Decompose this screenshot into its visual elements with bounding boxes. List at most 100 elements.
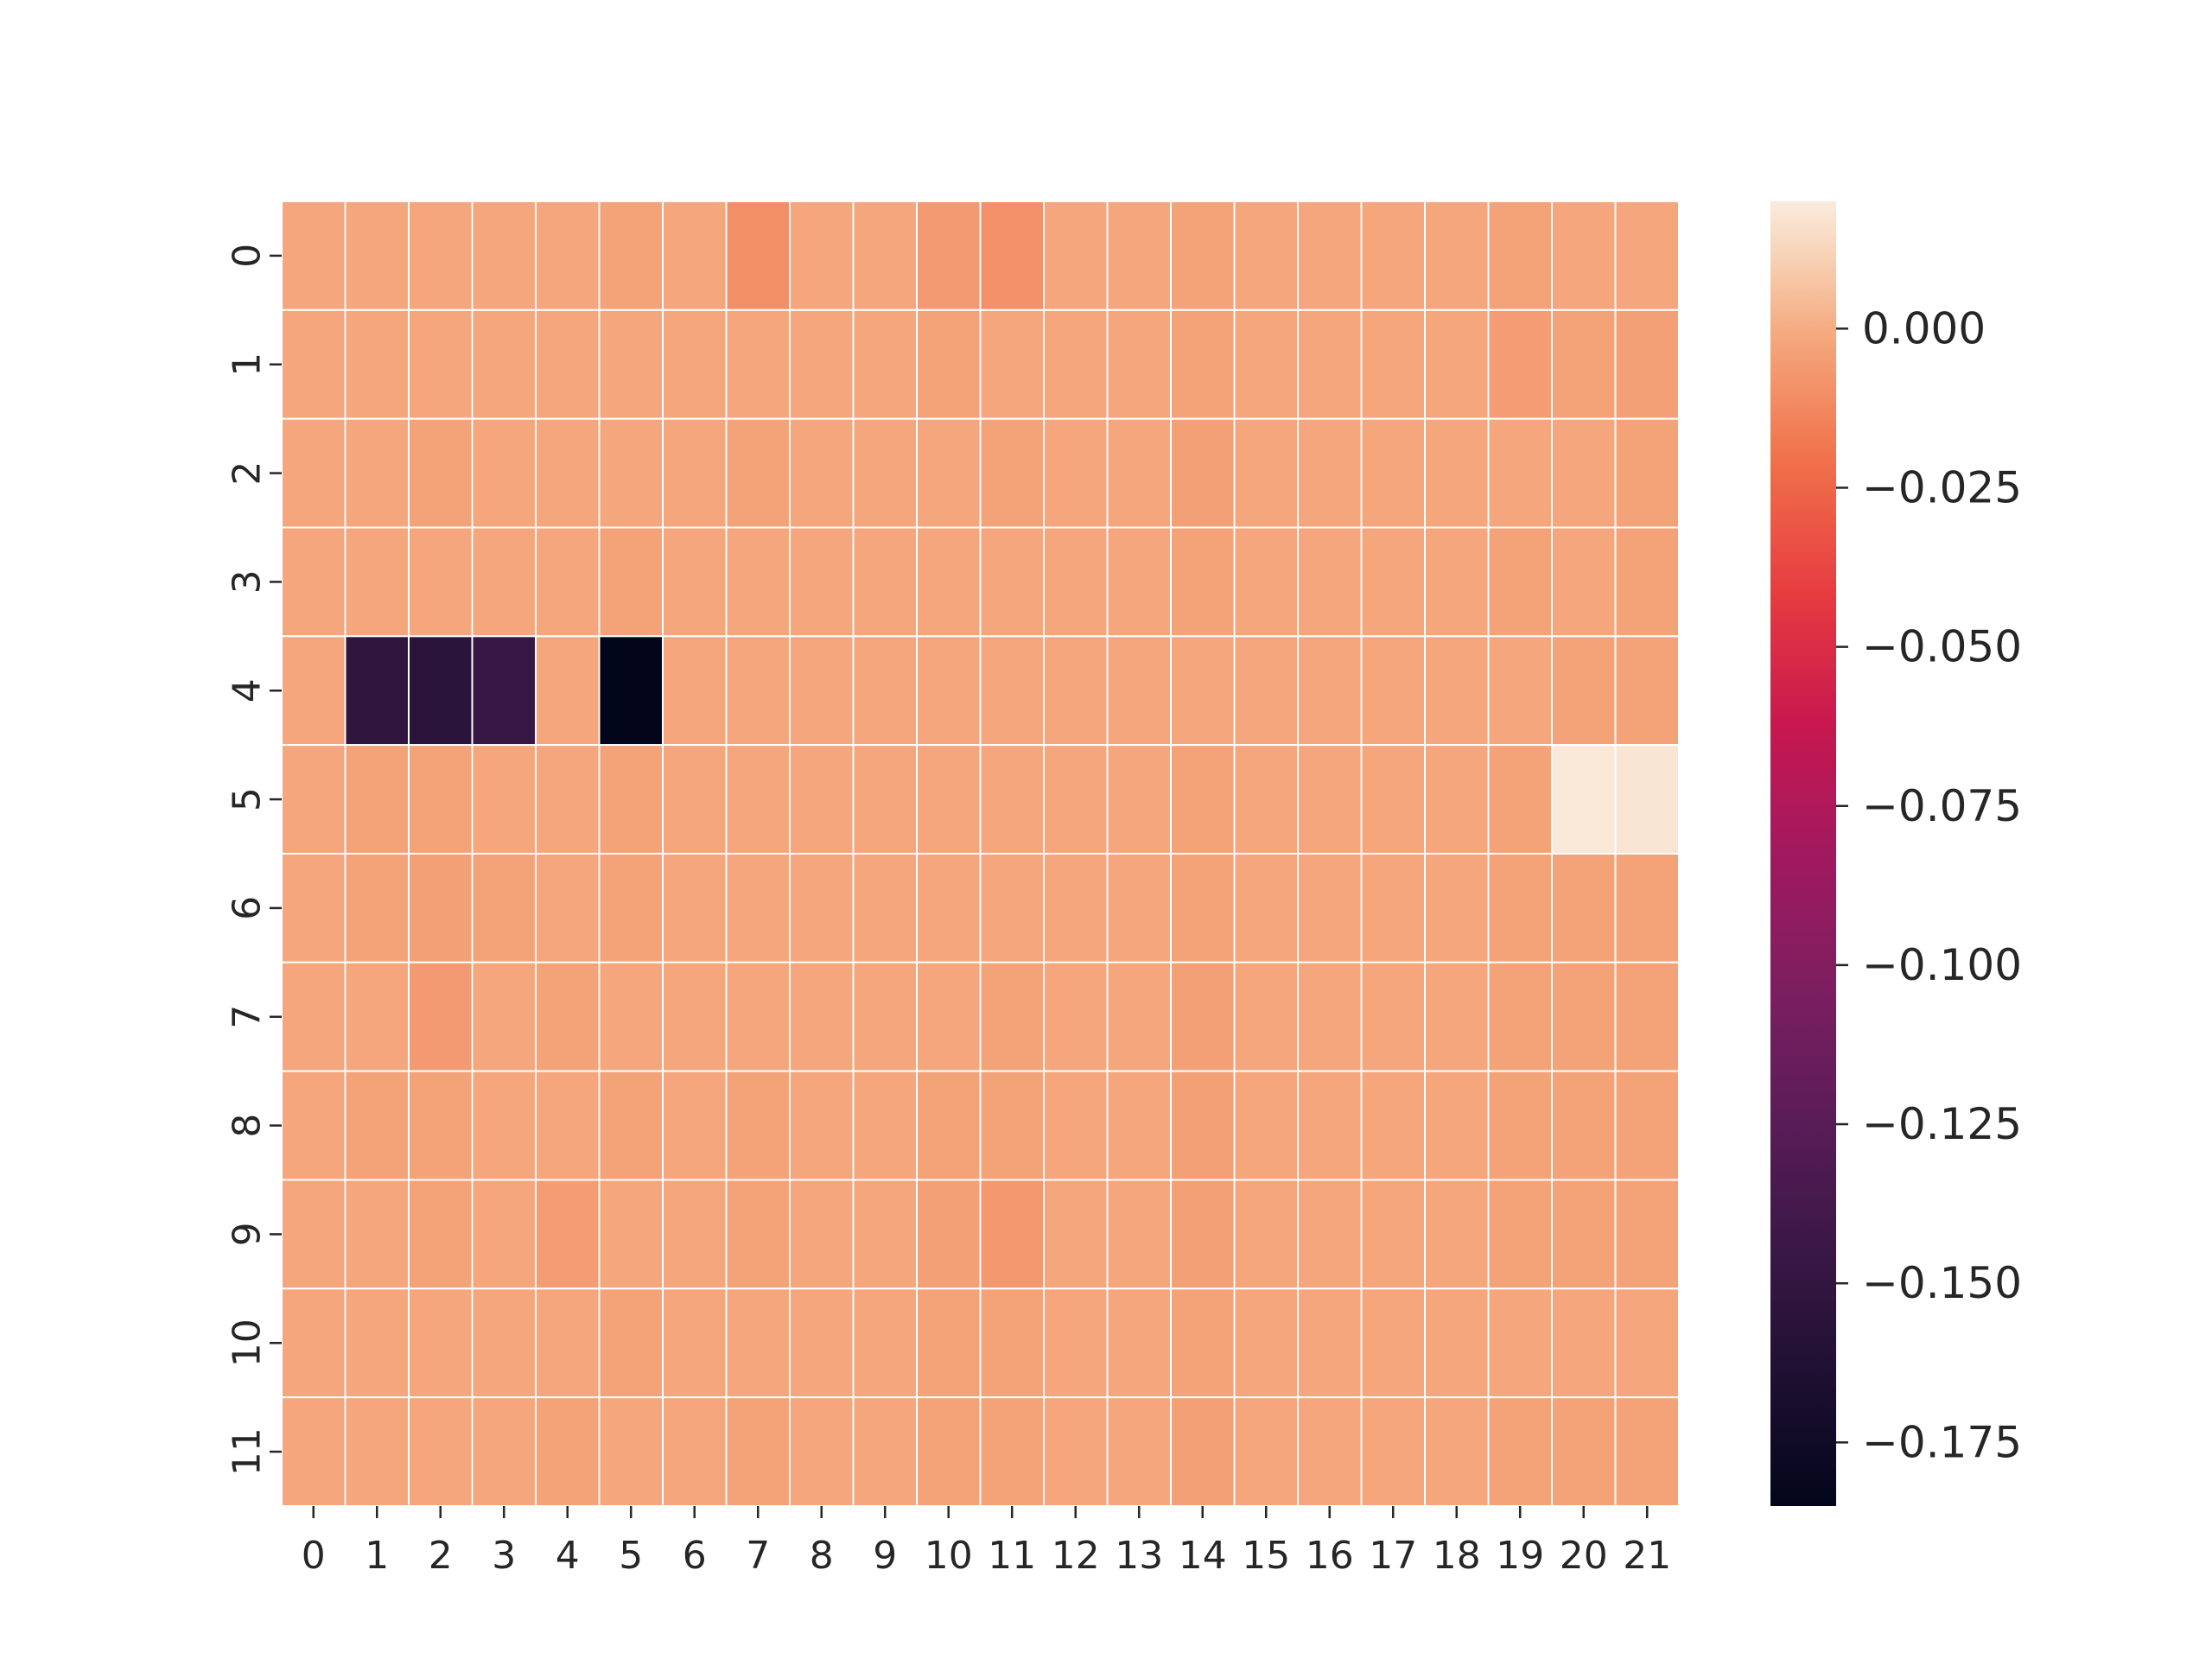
heatmap-cell-r2-c19 — [1487, 417, 1553, 529]
heatmap-cell-r7-c0 — [281, 961, 346, 1072]
heatmap-cell-r1-c10 — [916, 308, 982, 420]
x-tick-label-17: 17 — [1369, 1534, 1417, 1578]
heatmap-cell-r10-c4 — [535, 1287, 601, 1399]
heatmap-cell-r10-c13 — [1106, 1287, 1172, 1399]
heatmap-cell-r9-c6 — [662, 1179, 728, 1290]
heatmap-cell-r3-c3 — [471, 526, 537, 638]
heatmap-cell-r5-c5 — [598, 744, 664, 855]
y-tick-label-1: 1 — [226, 353, 270, 377]
heatmap-cell-r8-c5 — [598, 1070, 664, 1181]
heatmap-cell-r9-c3 — [471, 1179, 537, 1290]
colorbar-tick-label-1: −0.025 — [1862, 462, 2022, 512]
heatmap-cell-r11-c6 — [662, 1396, 728, 1508]
heatmap-cell-r7-c11 — [979, 961, 1045, 1072]
heatmap-cell-r9-c19 — [1487, 1179, 1553, 1290]
colorbar-tick-label-4: −0.100 — [1862, 940, 2022, 990]
heatmap-cell-r11-c11 — [979, 1396, 1045, 1508]
heatmap-cell-r0-c12 — [1043, 200, 1109, 311]
heatmap-cell-r10-c14 — [1170, 1287, 1236, 1399]
x-tick-label-11: 11 — [988, 1534, 1036, 1578]
heatmap-cell-r5-c11 — [979, 744, 1045, 855]
heatmap-cell-r9-c21 — [1614, 1179, 1680, 1290]
heatmap-cell-r7-c17 — [1360, 961, 1426, 1072]
heatmap-cell-r8-c9 — [852, 1070, 918, 1181]
x-tick-label-6: 6 — [683, 1534, 707, 1578]
heatmap-cell-r6-c14 — [1170, 853, 1236, 963]
heatmap-cell-r6-c5 — [598, 853, 664, 963]
heatmap-cell-r2-c11 — [979, 417, 1045, 529]
heatmap-cell-r4-c19 — [1487, 635, 1553, 747]
heatmap-cell-r4-c9 — [852, 635, 918, 747]
heatmap-cell-r8-c6 — [662, 1070, 728, 1181]
heatmap-cell-r9-c17 — [1360, 1179, 1426, 1290]
heatmap-cell-r2-c1 — [344, 417, 410, 529]
heatmap-cell-r10-c11 — [979, 1287, 1045, 1399]
heatmap-cell-r8-c4 — [535, 1070, 601, 1181]
heatmap-cell-r1-c0 — [281, 308, 346, 420]
heatmap-cell-r1-c15 — [1233, 308, 1299, 420]
heatmap-cell-r5-c20 — [1551, 744, 1617, 855]
heatmap-cell-r5-c21 — [1614, 744, 1680, 855]
heatmap-cell-r0-c11 — [979, 200, 1045, 311]
heatmap-cell-r4-c14 — [1170, 635, 1236, 747]
heatmap-cell-r11-c4 — [535, 1396, 601, 1508]
heatmap-cell-r10-c16 — [1297, 1287, 1363, 1399]
heatmap-cell-r0-c19 — [1487, 200, 1553, 311]
y-tick-label-6: 6 — [226, 896, 270, 920]
heatmap-cell-r8-c8 — [789, 1070, 855, 1181]
heatmap-cell-r6-c16 — [1297, 853, 1363, 963]
heatmap-cell-r2-c3 — [471, 417, 537, 529]
heatmap-cell-r8-c2 — [408, 1070, 474, 1181]
heatmap-cell-r4-c0 — [281, 635, 346, 747]
heatmap-cell-r3-c15 — [1233, 526, 1299, 638]
heatmap-cell-r5-c4 — [535, 744, 601, 855]
heatmap-cell-r0-c1 — [344, 200, 410, 311]
heatmap-cell-r6-c0 — [281, 853, 346, 963]
heatmap-cell-r9-c5 — [598, 1179, 664, 1290]
heatmap-cell-r4-c12 — [1043, 635, 1109, 747]
x-axis: 0 1 2 3 4 5 6 7 8 9 10 11 12 13 14 15 16 17 18 19 20 21 — [302, 1506, 1671, 1578]
heatmap-cell-r2-c13 — [1106, 417, 1172, 529]
heatmap-cell-r11-c1 — [344, 1396, 410, 1508]
heatmap-cell-r1-c17 — [1360, 308, 1426, 420]
heatmap-cell-r11-c3 — [471, 1396, 537, 1508]
heatmap-cell-r7-c19 — [1487, 961, 1553, 1072]
heatmap-cell-r9-c10 — [916, 1179, 982, 1290]
heatmap-cell-r8-c1 — [344, 1070, 410, 1181]
heatmap-cell-r0-c21 — [1614, 200, 1680, 311]
heatmap-cell-r6-c6 — [662, 853, 728, 963]
heatmap-cell-r10-c1 — [344, 1287, 410, 1399]
heatmap-cell-r10-c17 — [1360, 1287, 1426, 1399]
heatmap-cell-r7-c6 — [662, 961, 728, 1072]
heatmap-cell-r9-c14 — [1170, 1179, 1236, 1290]
heatmap-cell-r9-c11 — [979, 1179, 1045, 1290]
heatmap-cell-r5-c1 — [344, 744, 410, 855]
heatmap-cell-r6-c17 — [1360, 853, 1426, 963]
heatmap-cell-r1-c20 — [1551, 308, 1617, 420]
heatmap-cell-r1-c3 — [471, 308, 537, 420]
heatmap-cell-r8-c3 — [471, 1070, 537, 1181]
x-tick-label-18: 18 — [1433, 1534, 1481, 1578]
colorbar-tick-label-3: −0.075 — [1862, 781, 2022, 831]
heatmap-cell-r3-c7 — [725, 526, 791, 638]
heatmap-cell-r0-c18 — [1424, 200, 1490, 311]
heatmap-cell-r4-c10 — [916, 635, 982, 747]
heatmap-cell-r1-c21 — [1614, 308, 1680, 420]
heatmap-cell-r11-c20 — [1551, 1396, 1617, 1508]
heatmap-cell-r11-c17 — [1360, 1396, 1426, 1508]
heatmap-cell-r6-c11 — [979, 853, 1045, 963]
heatmap-cell-r7-c12 — [1043, 961, 1109, 1072]
x-tick-label-21: 21 — [1623, 1534, 1671, 1578]
x-tick-label-16: 16 — [1306, 1534, 1354, 1578]
heatmap-cell-r11-c2 — [408, 1396, 474, 1508]
heatmap-cell-r0-c4 — [535, 200, 601, 311]
heatmap-cell-r3-c21 — [1614, 526, 1680, 638]
heatmap-cell-r7-c8 — [789, 961, 855, 1072]
x-tick-label-1: 1 — [365, 1534, 389, 1578]
heatmap-cell-r5-c14 — [1170, 744, 1236, 855]
heatmap-cell-r7-c1 — [344, 961, 410, 1072]
heatmap-cell-r4-c3 — [471, 635, 537, 747]
heatmap-cell-r6-c8 — [789, 853, 855, 963]
heatmap-cell-r9-c1 — [344, 1179, 410, 1290]
